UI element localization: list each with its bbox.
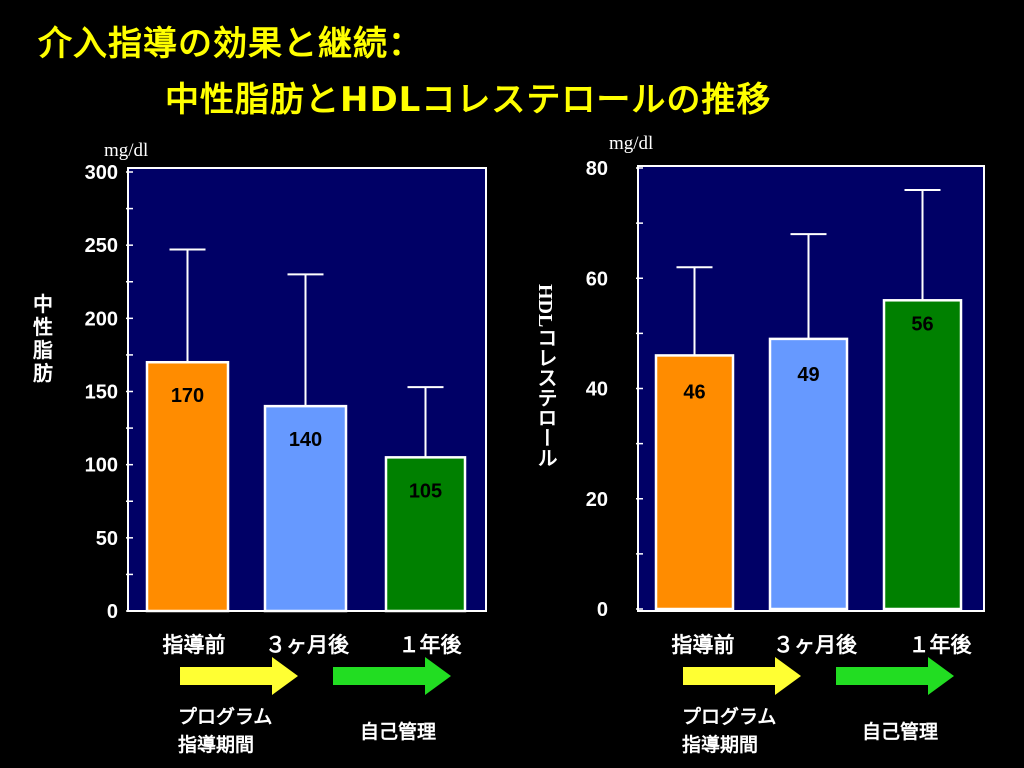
hdl-tick-label: 40 (586, 379, 608, 401)
left-category-label: ３ヶ月後 (265, 633, 349, 657)
hdl-chart: 0 20 40 60 80 46 49 56 (586, 158, 985, 621)
right-unit-label: mg/dl (609, 133, 654, 154)
right-category-label: １年後 (908, 633, 972, 657)
right-program-arrow (683, 657, 801, 695)
left-y-axis-char: 性 (33, 315, 53, 339)
left-self-arrow (333, 657, 451, 695)
triglyceride-chart: 0 50 100 150 200 250 300 170 140 105 (85, 162, 487, 623)
tg-bar (145, 360, 230, 613)
tg-value-label: 105 (409, 480, 442, 502)
right-category-label: 指導前 (671, 633, 735, 657)
left-y-axis-char: 脂 (33, 338, 53, 362)
left-y-axis-char: 肪 (33, 361, 53, 385)
tg-tick-label: 300 (85, 162, 118, 184)
left-y-axis-char: 中 (33, 292, 53, 316)
left-y-axis-label: 中 性 脂 肪 (30, 293, 56, 385)
right-self-arrow (836, 657, 954, 695)
right-program-label: プログラム 指導期間 (682, 703, 776, 759)
right-category-label: ３ヶ月後 (773, 633, 857, 657)
hdl-tick-label: 0 (597, 599, 608, 621)
tg-bar (263, 404, 348, 613)
left-program-line2: 指導期間 (178, 734, 255, 756)
right-self-arrow-icon (836, 657, 954, 695)
right-program-arrow-icon (683, 657, 801, 695)
hdl-tick-label: 20 (586, 489, 608, 511)
tg-tick-label: 200 (85, 308, 118, 330)
hdl-bar (654, 354, 735, 611)
tg-tick-label: 100 (85, 455, 118, 477)
tg-bar (384, 456, 467, 613)
hdl-value-label: 46 (683, 381, 705, 403)
left-category-label: １年後 (398, 633, 462, 657)
right-y-axis-label: HDLコレステロール (534, 284, 556, 468)
left-category-label: 指導前 (162, 633, 226, 657)
tg-value-label: 140 (289, 429, 322, 451)
hdl-bar (882, 299, 963, 611)
left-unit-label: mg/dl (104, 140, 149, 161)
tg-tick-label: 250 (85, 235, 118, 257)
right-program-line1: プログラム (682, 706, 777, 728)
slide-title-line2: 中性脂肪とHDLコレステロールの推移 (165, 80, 772, 120)
slide-title-line1: 介入指導の効果と継続： (38, 24, 423, 64)
left-self-label: 自己管理 (360, 721, 437, 743)
left-program-label: プログラム 指導期間 (178, 703, 272, 759)
left-program-arrow (180, 657, 298, 695)
hdl-value-label: 49 (797, 364, 819, 386)
tg-tick-label: 150 (85, 382, 118, 404)
left-self-arrow-icon (333, 657, 451, 695)
hdl-tick-label: 80 (586, 158, 608, 180)
left-program-line1: プログラム (178, 706, 273, 728)
tg-tick-label: 50 (96, 528, 118, 550)
tg-value-label: 170 (171, 385, 204, 407)
hdl-tick-label: 60 (586, 268, 608, 290)
right-self-label: 自己管理 (862, 721, 939, 743)
hdl-value-label: 56 (911, 313, 933, 335)
tg-tick-label: 0 (107, 601, 118, 623)
left-program-arrow-icon (180, 657, 298, 695)
hdl-bar (768, 337, 849, 611)
right-program-line2: 指導期間 (682, 734, 759, 756)
